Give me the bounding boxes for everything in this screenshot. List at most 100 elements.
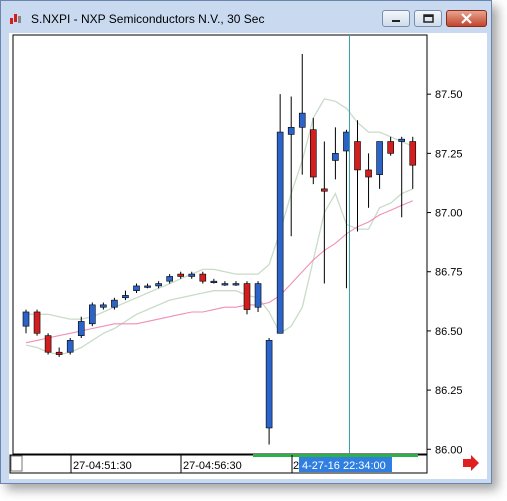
down-candle-body xyxy=(365,169,372,178)
up-candle-body xyxy=(166,276,173,282)
up-candle-body xyxy=(276,131,284,334)
candle-14[interactable] xyxy=(177,271,184,279)
candle-26[interactable] xyxy=(309,117,317,185)
candle-10[interactable] xyxy=(133,283,140,294)
scroll-right-arrow-icon[interactable] xyxy=(463,455,479,471)
maximize-button[interactable] xyxy=(414,10,442,27)
candle-8[interactable] xyxy=(111,297,118,310)
candle-31[interactable] xyxy=(365,153,372,208)
up-candle-body xyxy=(332,153,339,161)
candle-0[interactable] xyxy=(22,309,30,334)
candle-24[interactable] xyxy=(287,96,295,237)
up-candle-body xyxy=(144,285,151,288)
up-candle-body xyxy=(155,283,162,287)
visible-range-indicator xyxy=(253,454,418,457)
candle-34[interactable] xyxy=(398,136,406,218)
up-candle-body xyxy=(122,295,129,299)
crosshair-time-box xyxy=(299,457,392,472)
down-candle-body xyxy=(321,188,328,192)
y-tick-label: 87.25 xyxy=(435,148,463,160)
candle-13[interactable] xyxy=(166,274,173,284)
chart-window: S.NXPI - NXP Semiconductors N.V., 30 Sec… xyxy=(0,0,492,484)
candle-3[interactable] xyxy=(55,347,63,357)
y-tick-label: 86.25 xyxy=(435,385,463,397)
candle-19[interactable] xyxy=(232,281,240,286)
candle-9[interactable] xyxy=(122,290,129,301)
moving-average-line xyxy=(25,200,414,344)
title-bar[interactable]: S.NXPI - NXP Semiconductors N.V., 30 Sec xyxy=(1,1,491,31)
up-candle-body xyxy=(398,138,406,142)
up-candle-body xyxy=(210,280,218,283)
candle-18[interactable] xyxy=(221,281,229,286)
crosshair-time-label: 4-27-16 22:34:00 xyxy=(302,460,386,472)
down-candle-body xyxy=(177,273,184,277)
up-candle-body xyxy=(22,311,30,327)
candle-25[interactable] xyxy=(298,53,306,175)
window-title: S.NXPI - NXP Semiconductors N.V., 30 Sec xyxy=(31,12,265,26)
up-candle-body xyxy=(298,112,306,128)
lower-band-line xyxy=(25,188,414,356)
candle-27[interactable] xyxy=(321,141,328,284)
up-candle-body xyxy=(343,131,350,152)
up-candle-body xyxy=(133,285,140,291)
down-candle-body xyxy=(387,141,394,154)
close-button[interactable] xyxy=(446,10,487,27)
y-tick-label: 86.00 xyxy=(435,444,463,456)
down-candle-body xyxy=(309,129,317,178)
candle-5[interactable] xyxy=(77,316,85,339)
time-scroll-thumb[interactable] xyxy=(10,455,23,472)
candle-7[interactable] xyxy=(100,302,107,310)
up-candle-body xyxy=(287,127,295,135)
x-tick-label: 27-04:56:30 xyxy=(183,460,242,472)
candle-22[interactable] xyxy=(265,338,273,445)
down-candle-body xyxy=(55,351,63,355)
candle-2[interactable] xyxy=(44,333,52,355)
up-candle-body xyxy=(221,283,229,286)
close-icon xyxy=(461,13,472,24)
up-candle-body xyxy=(254,283,262,308)
minimize-icon xyxy=(392,20,400,22)
maximize-icon xyxy=(423,14,434,23)
candle-6[interactable] xyxy=(89,302,96,327)
candle-20[interactable] xyxy=(243,281,251,315)
down-candle-body xyxy=(33,311,41,334)
down-candle-body xyxy=(243,283,251,310)
chart-area[interactable]: 87.50 87.25 87.00 86.75 86.50 86.25 86.00 27-0… xyxy=(9,33,487,479)
candle-33[interactable] xyxy=(387,136,394,156)
up-candle-body xyxy=(111,299,118,308)
up-candle-body xyxy=(232,283,240,286)
up-candle-body xyxy=(376,141,383,175)
up-candle-body xyxy=(89,304,96,325)
down-candle-body xyxy=(44,335,52,353)
up-candle-body xyxy=(100,304,107,308)
y-tick-label: 87.50 xyxy=(435,89,463,101)
up-candle-body xyxy=(188,273,196,277)
y-tick-label: 86.75 xyxy=(435,267,463,279)
candle-17[interactable] xyxy=(210,278,218,284)
up-candle-body xyxy=(77,321,85,336)
candle-1[interactable] xyxy=(33,309,41,336)
plot-area[interactable] xyxy=(12,34,428,455)
candle-30[interactable] xyxy=(354,120,361,232)
candle-16[interactable] xyxy=(199,271,207,284)
candle-23[interactable] xyxy=(276,94,284,334)
candle-21[interactable] xyxy=(254,281,262,312)
candle-28[interactable] xyxy=(332,127,339,180)
down-candle-body xyxy=(199,273,207,282)
candle-12[interactable] xyxy=(155,281,162,289)
y-tick-label: 87.00 xyxy=(435,208,463,220)
x-tick-label-partial: 2 xyxy=(293,460,299,472)
candle-11[interactable] xyxy=(144,283,151,289)
candlestick-chart[interactable]: 87.50 87.25 87.00 86.75 86.50 86.25 86.00 27-0… xyxy=(9,33,487,479)
minimize-button[interactable] xyxy=(382,10,410,27)
up-candle-body xyxy=(265,340,273,429)
x-tick-label: 27-04:51:30 xyxy=(73,460,132,472)
candle-15[interactable] xyxy=(188,271,196,279)
candle-4[interactable] xyxy=(66,338,74,355)
y-tick-label: 86.50 xyxy=(435,326,463,338)
candle-32[interactable] xyxy=(376,141,383,189)
down-candle-body xyxy=(354,141,361,171)
candle-35[interactable] xyxy=(409,136,417,189)
app-icon xyxy=(10,14,21,24)
down-candle-body xyxy=(409,141,417,166)
